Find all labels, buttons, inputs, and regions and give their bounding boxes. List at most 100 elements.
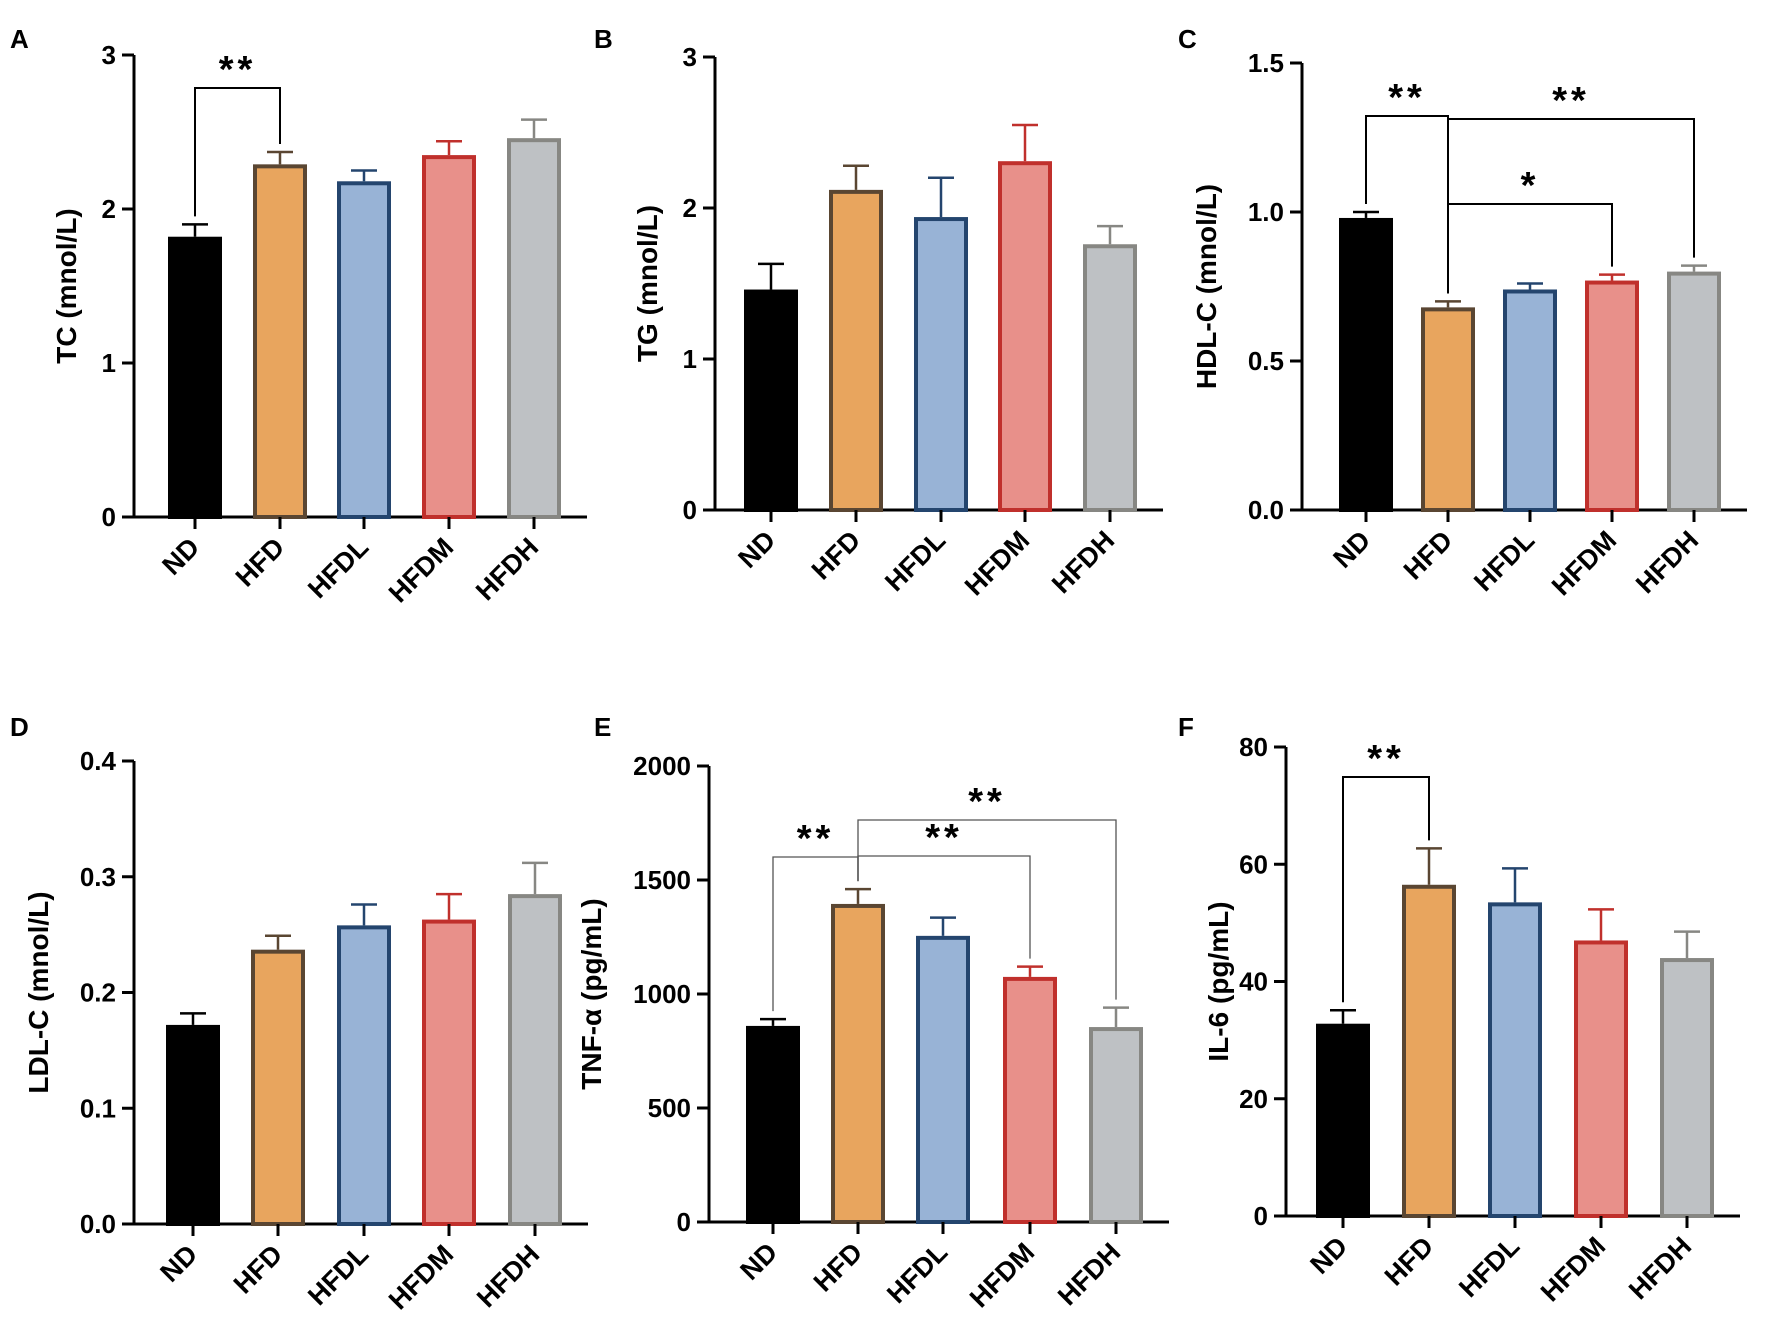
significance-bracket <box>1447 203 1613 294</box>
y-tick-label: 1 <box>102 348 116 378</box>
x-tick-label: HFDL <box>302 1239 374 1311</box>
y-tick-label: 0.5 <box>1248 346 1284 376</box>
x-tick-label: HFDL <box>881 1237 953 1309</box>
y-axis-title: HDL-C (mnol/L) <box>1191 184 1222 389</box>
x-tick-label: HFD <box>808 1237 868 1297</box>
panel-F: F 0 20 40 60 80 IL-6 (pg/mL) ND HFD HFDL HFDM HFDH *… <box>1178 712 1740 1307</box>
significance-label: ** <box>1552 80 1590 122</box>
x-tick-label: ND <box>1327 525 1376 574</box>
y-tick-label: 1500 <box>633 865 691 895</box>
y-tick-label: 0 <box>683 495 697 525</box>
y-tick-label: 1 <box>683 344 697 374</box>
panel-B: B 0 1 2 3 TG (mnol/L) ND HFD HFDL HFDM HFDH <box>594 24 1163 601</box>
bar-ND <box>1316 1023 1370 1218</box>
y-tick-label: 40 <box>1239 967 1268 997</box>
x-tick-label: HFD <box>230 532 290 592</box>
bar-ND <box>1339 217 1393 513</box>
y-tick-label: 2 <box>683 193 697 223</box>
x-tick-label: HFDL <box>302 532 374 604</box>
y-tick-label: 0 <box>1254 1201 1268 1231</box>
panel-label: D <box>10 712 29 742</box>
x-tick-label: HFDL <box>879 525 951 597</box>
bar-HFDM <box>422 919 476 1226</box>
significance-bracket <box>194 87 281 217</box>
y-tick-label: 0.1 <box>80 1093 116 1123</box>
y-tick-label: 0.0 <box>1248 495 1284 525</box>
bar-HFD <box>829 189 883 512</box>
x-tick-label: HFDH <box>1623 1231 1697 1305</box>
x-tick-label: HFDH <box>1046 525 1120 599</box>
y-tick-label: 2000 <box>633 751 691 781</box>
x-tick-label: ND <box>1304 1231 1353 1280</box>
bar-HFDH <box>508 894 562 1226</box>
x-tick-label: HFDM <box>1546 525 1622 601</box>
bar-HFD <box>831 903 885 1224</box>
bar-HFDH <box>507 138 561 519</box>
bar-ND <box>744 289 798 513</box>
y-tick-label: 0 <box>677 1207 691 1237</box>
significance-label: ** <box>1367 738 1405 780</box>
y-axis-title: IL-6 (pg/mL) <box>1203 901 1234 1061</box>
y-tick-label: 3 <box>683 42 697 72</box>
x-tick-label: HFDM <box>383 1239 459 1315</box>
y-tick-label: 3 <box>102 40 116 70</box>
y-axis-title: LDL-C (mnol/L) <box>23 891 54 1093</box>
x-tick-label: HFDM <box>383 532 459 608</box>
x-tick-label: HFDM <box>1535 1231 1611 1307</box>
x-tick-label: HFD <box>1398 525 1458 585</box>
significance-label: ** <box>219 49 257 91</box>
significance-label: ** <box>1388 77 1426 119</box>
bar-HFD <box>1402 884 1456 1218</box>
bar-HFDM <box>998 161 1052 512</box>
significance-label: ** <box>797 818 835 860</box>
y-tick-label: 1.5 <box>1248 48 1284 78</box>
significance-bracket <box>857 819 1117 1000</box>
bar-HFDH <box>1083 244 1137 513</box>
y-tick-label: 0.4 <box>80 746 117 776</box>
bar-HFDM <box>1003 976 1057 1225</box>
y-axis-title: TG (mnol/L) <box>632 205 663 362</box>
panel-label: C <box>1178 24 1197 54</box>
bar-HFDM <box>1574 940 1628 1219</box>
bar-HFDH <box>1667 271 1721 512</box>
panel-label: B <box>594 24 613 54</box>
y-tick-label: 1.0 <box>1248 197 1284 227</box>
bar-HFDL <box>1503 289 1557 513</box>
panel-label: E <box>594 712 611 742</box>
bar-HFDH <box>1660 958 1714 1218</box>
x-tick-label: HFDL <box>1453 1231 1525 1303</box>
bar-HFDM <box>422 155 476 519</box>
y-tick-label: 0 <box>102 502 116 532</box>
x-tick-label: ND <box>734 1237 783 1286</box>
y-tick-label: 80 <box>1239 732 1268 762</box>
bar-HFDH <box>1089 1027 1143 1225</box>
x-tick-label: HFDH <box>470 532 544 606</box>
significance-bracket <box>1447 118 1695 294</box>
bar-ND <box>746 1025 800 1225</box>
x-tick-label: HFDH <box>1052 1237 1126 1311</box>
y-tick-label: 20 <box>1239 1084 1268 1114</box>
significance-bracket <box>1342 776 1430 1003</box>
y-tick-label: 1000 <box>633 979 691 1009</box>
panel-C: C 0.0 0.5 1.0 1.5 HDL-C (mnol/L) ND HFD HFDL HFDM… <box>1178 24 1747 601</box>
bar-ND <box>166 1024 220 1227</box>
panel-label: F <box>1178 712 1194 742</box>
bar-HFDL <box>916 935 970 1224</box>
bar-HFDM <box>1585 280 1639 513</box>
y-tick-label: 0.2 <box>80 978 116 1008</box>
bar-HFDL <box>337 925 391 1226</box>
x-tick-label: ND <box>154 1239 203 1288</box>
panel-A: A 0 1 2 3 TC (mnol/L) ND HFD HFDL HFDM HFDH ** <box>10 24 587 608</box>
y-axis-title: TNF-α (pg/mL) <box>576 898 607 1089</box>
significance-label: ** <box>925 817 963 859</box>
bar-HFDL <box>914 217 968 512</box>
x-tick-label: ND <box>156 532 205 581</box>
y-tick-label: 0.0 <box>80 1209 116 1239</box>
x-tick-label: ND <box>732 525 781 574</box>
significance-label: * <box>1521 165 1540 207</box>
x-tick-label: HFD <box>1379 1231 1439 1291</box>
y-axis-title: TC (mnol/L) <box>51 208 82 364</box>
